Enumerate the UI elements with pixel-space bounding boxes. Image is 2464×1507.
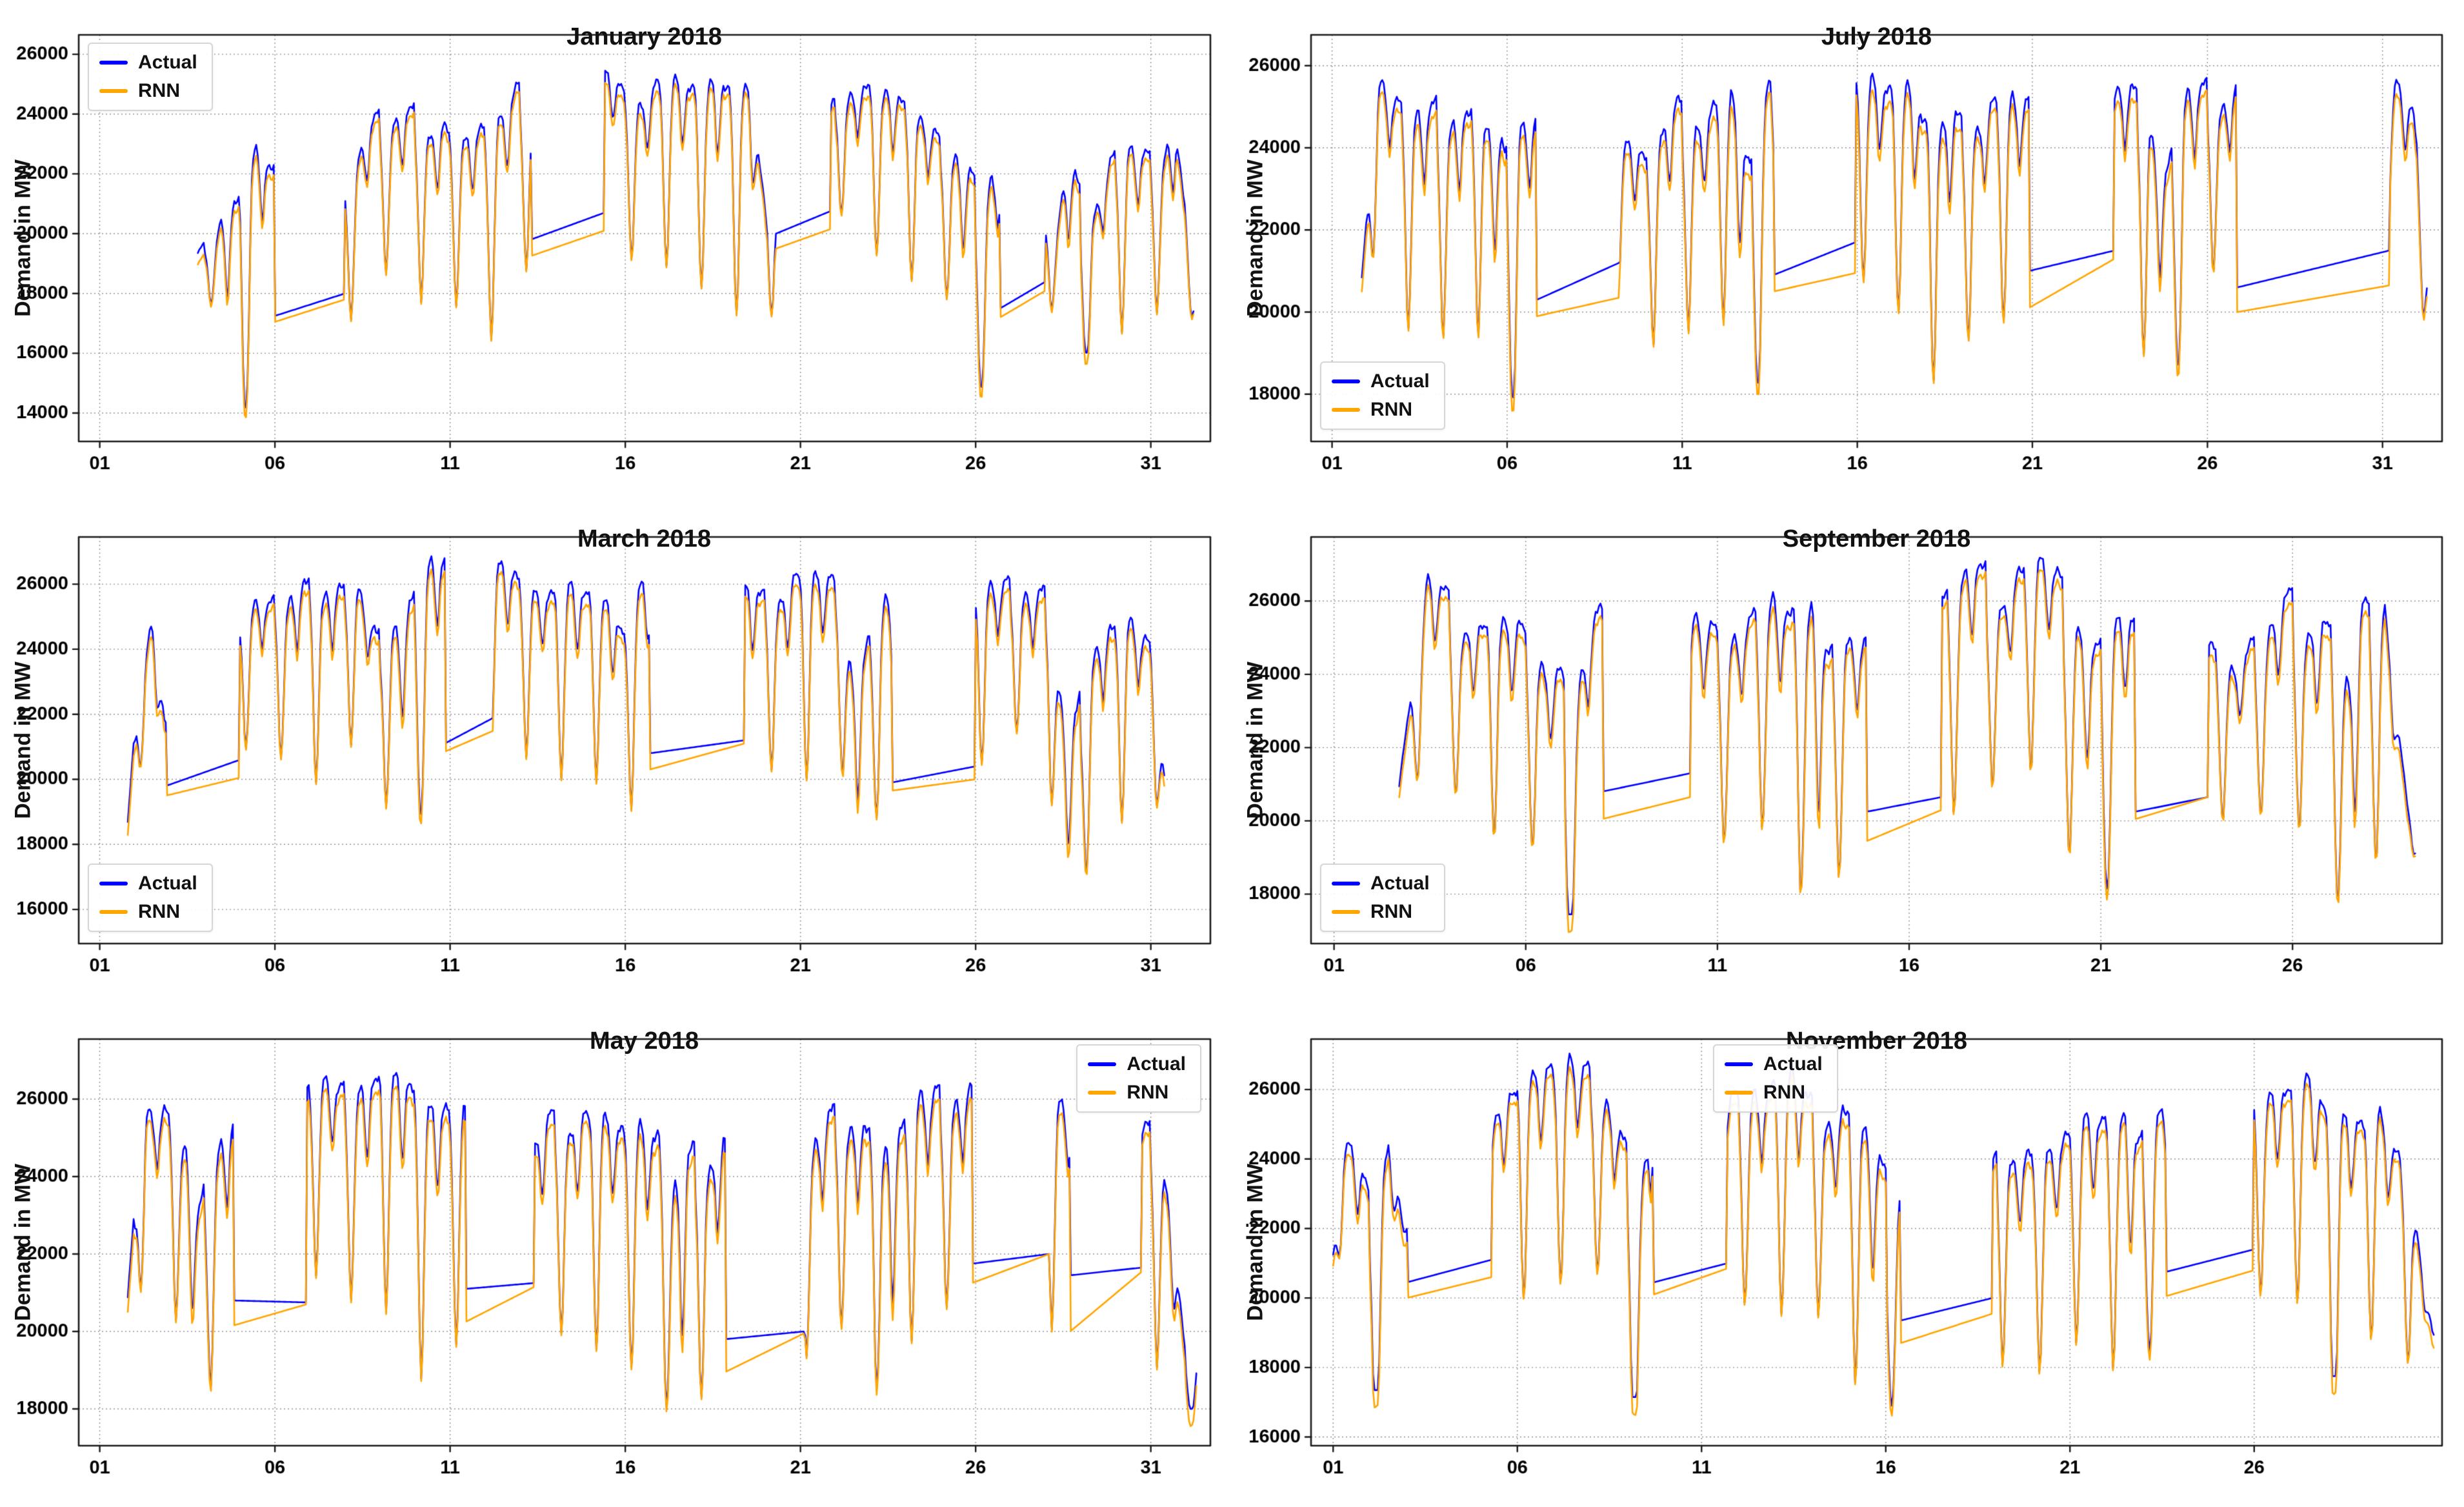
legend-label-rnn: RNN: [1127, 1082, 1169, 1103]
legend-item-rnn: RNN: [1332, 399, 1430, 421]
legend-item-rnn: RNN: [99, 80, 197, 102]
plot-area-may: [0, 1004, 1232, 1507]
legend-label-actual: Actual: [1763, 1053, 1823, 1075]
legend: Actual RNN: [88, 43, 213, 111]
chart-title-july: July 2018: [1821, 23, 1932, 50]
legend-label-rnn: RNN: [138, 80, 180, 101]
legend-label-actual: Actual: [1370, 370, 1430, 392]
legend-item-actual: Actual: [1332, 370, 1430, 392]
legend-line-rnn: [99, 89, 128, 93]
legend: Actual RNN: [88, 864, 213, 932]
legend-line-rnn: [1088, 1091, 1117, 1095]
legend-line-rnn: [1332, 408, 1360, 412]
legend-line-rnn: [99, 910, 128, 914]
legend-item-actual: Actual: [1725, 1053, 1823, 1075]
chart-title-september: September 2018: [1782, 525, 1971, 552]
y-axis-label: Demand in MW: [10, 1164, 35, 1321]
panel-january: January 2018 Demand in MW Actual RNN: [0, 0, 1232, 502]
legend-item-actual: Actual: [1332, 873, 1430, 895]
legend: Actual RNN: [1320, 361, 1445, 430]
y-axis-label: Demand in MW: [1243, 159, 1268, 317]
legend-item-actual: Actual: [99, 52, 197, 74]
legend-item-rnn: RNN: [1088, 1082, 1186, 1104]
panel-july: July 2018 Demand in MW Actual RNN: [1232, 0, 2464, 502]
chart-title-may: May 2018: [589, 1027, 699, 1055]
legend-label-actual: Actual: [1370, 873, 1430, 894]
legend-item-rnn: RNN: [1725, 1082, 1823, 1104]
legend-item-actual: Actual: [99, 873, 197, 895]
legend-item-rnn: RNN: [99, 901, 197, 923]
y-axis-label: Demand in MW: [1243, 662, 1268, 819]
chart-title-january: January 2018: [566, 23, 722, 50]
legend: Actual RNN: [1713, 1044, 1838, 1113]
legend: Actual RNN: [1076, 1044, 1201, 1113]
legend-line-actual: [99, 61, 128, 65]
legend-label-actual: Actual: [138, 52, 197, 73]
chart-title-march: March 2018: [577, 525, 711, 552]
legend-label-rnn: RNN: [138, 901, 180, 922]
legend: Actual RNN: [1320, 864, 1445, 932]
y-axis-label: Demand in MW: [10, 662, 35, 819]
legend-line-actual: [1725, 1062, 1753, 1066]
panel-september: September 2018 Demand in MW Actual RNN: [1232, 502, 2464, 1004]
plot-area-november: [1232, 1004, 2464, 1507]
legend-item-rnn: RNN: [1332, 901, 1430, 923]
legend-item-actual: Actual: [1088, 1053, 1186, 1075]
legend-line-actual: [1332, 379, 1360, 383]
panel-may: May 2018 Demand in MW Actual RNN: [0, 1004, 1232, 1507]
legend-line-actual: [1088, 1062, 1117, 1066]
panel-march: March 2018 Demand in MW Actual RNN: [0, 502, 1232, 1004]
legend-line-actual: [99, 882, 128, 885]
legend-label-rnn: RNN: [1370, 399, 1412, 420]
legend-label-rnn: RNN: [1370, 901, 1412, 922]
y-axis-label: Demand in MW: [10, 159, 35, 317]
panel-november: November 2018 Demand in MW Actual RNN: [1232, 1004, 2464, 1507]
legend-line-rnn: [1332, 910, 1360, 914]
legend-label-actual: Actual: [138, 873, 197, 894]
chart-title-november: November 2018: [1786, 1027, 1967, 1055]
legend-label-rnn: RNN: [1763, 1082, 1805, 1103]
legend-line-actual: [1332, 882, 1360, 885]
legend-line-rnn: [1725, 1091, 1753, 1095]
y-axis-label: Demand in MW: [1243, 1164, 1268, 1321]
legend-label-actual: Actual: [1127, 1053, 1186, 1075]
